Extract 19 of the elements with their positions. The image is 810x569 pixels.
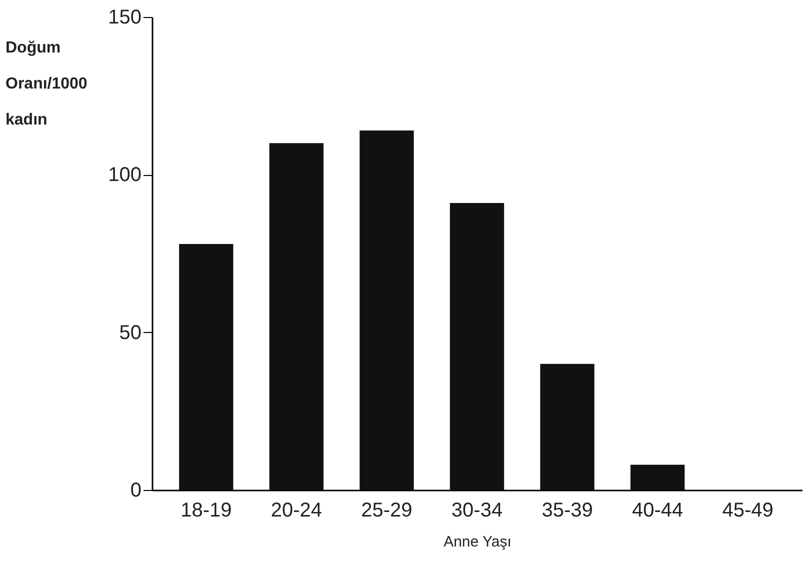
x-tick-label: 40-44 bbox=[632, 500, 684, 522]
bar bbox=[269, 143, 324, 490]
y-tick-label: 100 bbox=[108, 164, 142, 186]
bar bbox=[179, 244, 234, 490]
bar bbox=[360, 130, 414, 490]
y-axis-title: Doğum Oranı/1000 kadın bbox=[6, 40, 88, 128]
x-tick-label: 35-39 bbox=[542, 500, 593, 522]
x-tick-label: 20-24 bbox=[270, 500, 322, 522]
x-tick-label: 25-29 bbox=[361, 500, 412, 522]
y-tick-label: 50 bbox=[119, 322, 142, 344]
bar bbox=[540, 364, 594, 490]
bar bbox=[450, 203, 504, 490]
x-tick-label: 45-49 bbox=[722, 500, 774, 522]
y-tick-label: 0 bbox=[130, 480, 142, 502]
x-tick-label: 30-34 bbox=[451, 500, 503, 522]
bar bbox=[630, 464, 685, 490]
x-tick-label: 18-19 bbox=[180, 500, 232, 522]
y-tick-label: 150 bbox=[108, 6, 142, 28]
x-axis-title: Anne Yaşı bbox=[444, 534, 512, 550]
